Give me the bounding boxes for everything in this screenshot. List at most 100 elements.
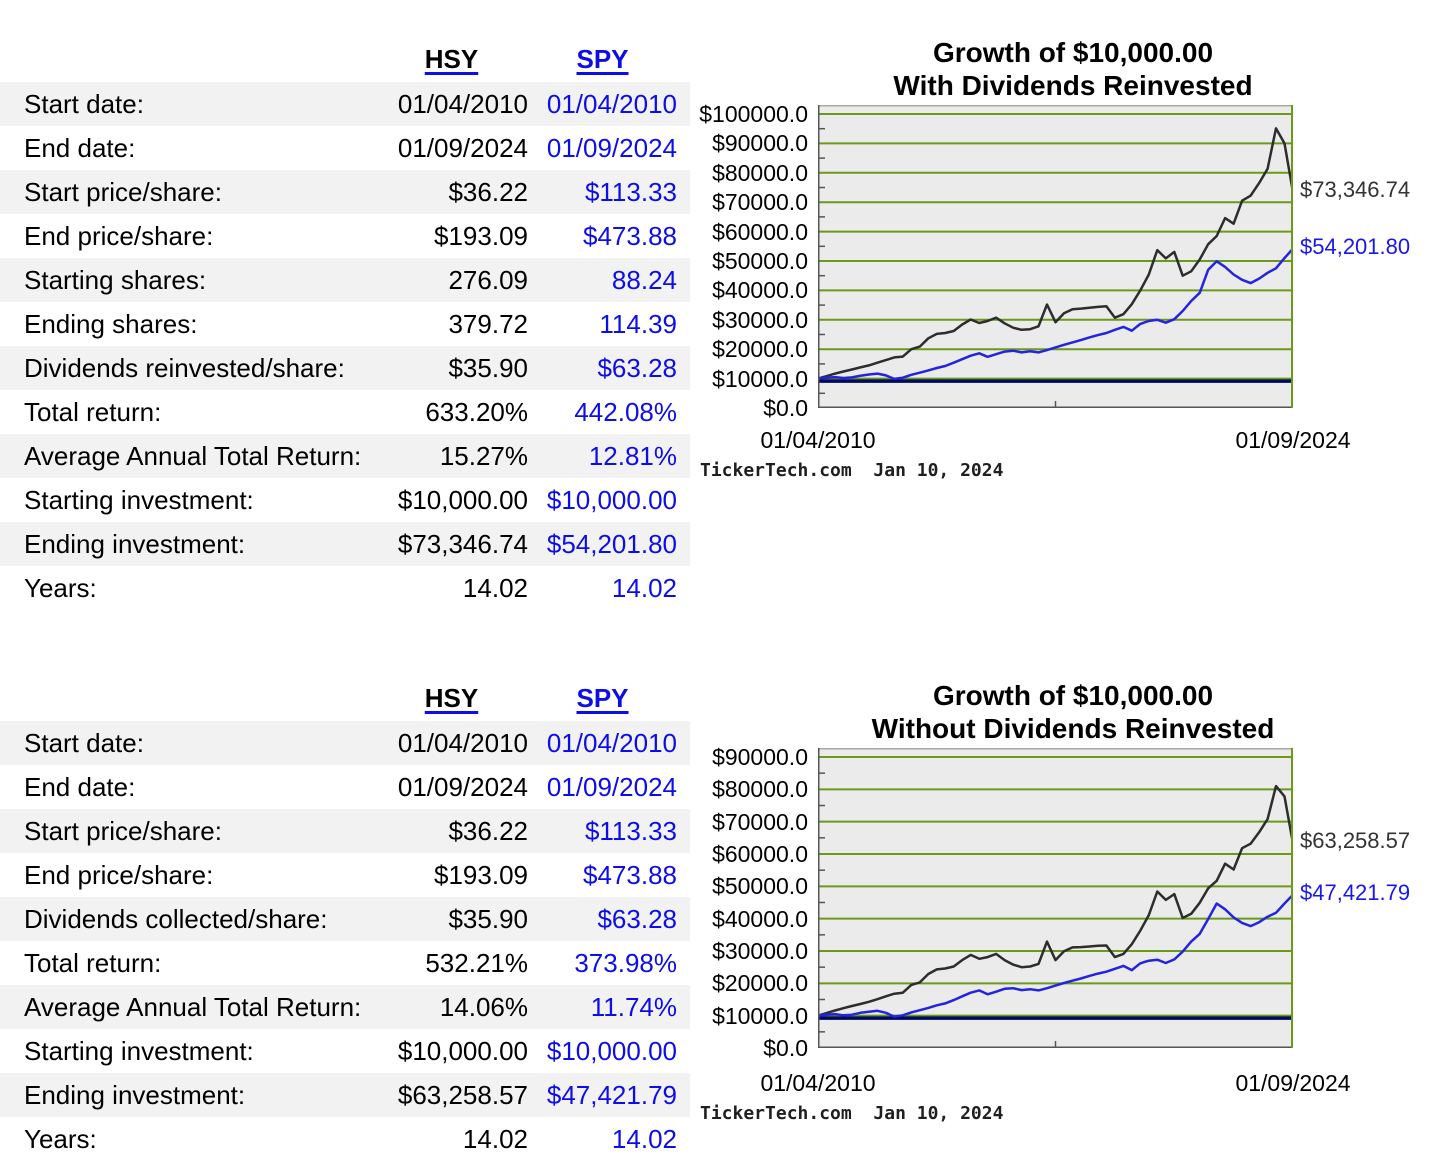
hsy-value: 14.02: [462, 573, 528, 603]
ticker-link-spy[interactable]: SPY: [576, 44, 629, 74]
spy-value: $113.33: [584, 816, 677, 846]
spy-value: $54,201.80: [546, 529, 677, 559]
growth-chart-with-dividends: Growth of $10,000.00 With Dividends Rein…: [690, 28, 1456, 498]
y-axis-tick-label: $50000.0: [712, 248, 808, 274]
table-row: Start price/share: $36.22 $113.33: [0, 170, 690, 214]
table-row: Total return: 532.21% 373.98%: [0, 941, 690, 985]
row-label: Starting investment:: [24, 485, 254, 515]
hsy-value: 379.72: [448, 309, 528, 339]
hsy-value: $10,000.00: [397, 485, 528, 515]
row-label: End price/share:: [24, 221, 214, 251]
comparison-table-with-dividends: HSY SPY Start date: 01/04/2010 01/04/2010 End…: [0, 36, 690, 610]
spy-value: 14.02: [611, 1124, 677, 1154]
y-axis-tick-label: $90000.0: [712, 744, 808, 770]
chart-title: Growth of $10,000.00: [932, 680, 1214, 711]
spy-value: 373.98%: [574, 948, 677, 978]
series-line-hsy: [818, 127, 1293, 380]
hsy-value: $36.22: [448, 816, 528, 846]
row-label: Years:: [24, 1124, 97, 1154]
row-label: Average Annual Total Return:: [24, 992, 362, 1022]
table-row: Start date: 01/04/2010 01/04/2010: [0, 721, 690, 765]
y-axis-tick-label: $20000.0: [712, 970, 808, 997]
y-axis-tick-label: $50000.0: [712, 873, 808, 900]
series-end-value-label: $54,201.80: [1300, 233, 1411, 259]
hsy-value: $10,000.00: [397, 1036, 528, 1066]
y-axis-tick-label: $0.0: [763, 395, 808, 421]
table-row: Total return: 633.20% 442.08%: [0, 390, 690, 434]
hsy-value: $193.09: [434, 221, 528, 251]
series-line-hsy: [818, 784, 1293, 1017]
row-label: Starting investment:: [24, 1036, 254, 1066]
spy-value: 01/09/2024: [546, 133, 677, 163]
table-row: End date: 01/09/2024 01/09/2024: [0, 765, 690, 809]
header-spacer: [24, 36, 375, 82]
table-row: Starting shares: 276.09 88.24: [0, 258, 690, 302]
chart-subtitle: With Dividends Reinvested: [893, 70, 1253, 101]
hsy-value: $36.22: [448, 177, 528, 207]
spy-value: 442.08%: [574, 397, 677, 427]
hsy-value: $63,258.57: [397, 1080, 528, 1110]
ticker-link-spy[interactable]: SPY: [576, 683, 629, 713]
series-end-value-label: $47,421.79: [1300, 879, 1411, 905]
spy-value: 14.02: [611, 573, 677, 603]
spy-value: 01/09/2024: [546, 772, 677, 802]
table-row: Ending shares: 379.72 114.39: [0, 302, 690, 346]
spy-value: 88.24: [611, 265, 677, 295]
hsy-value: 01/09/2024: [397, 772, 528, 802]
y-axis-tick-label: $20000.0: [712, 336, 808, 363]
y-axis-tick-label: $40000.0: [712, 277, 808, 304]
table-row: Ending investment: $63,258.57 $47,421.79: [0, 1073, 690, 1117]
y-axis-tick-label: $40000.0: [712, 905, 808, 932]
ticker-link-hsy[interactable]: HSY: [424, 683, 479, 713]
table-row: Ending investment: $73,346.74 $54,201.80: [0, 522, 690, 566]
row-label: Total return:: [24, 397, 162, 427]
plot-background: [818, 105, 1293, 408]
comparison-table-without-dividends: HSY SPY Start date: 01/04/2010 01/04/2010 End…: [0, 675, 690, 1157]
table-header-row: HSY SPY: [0, 675, 690, 721]
hsy-value: $193.09: [434, 860, 528, 890]
plot-area: [818, 105, 1293, 408]
y-axis-tick-label: $80000.0: [712, 159, 808, 186]
x-axis-label-start: 01/04/2010: [760, 1070, 876, 1096]
y-axis-tick-label: $90000.0: [712, 130, 808, 157]
hsy-value: 14.02: [462, 1124, 528, 1154]
row-label: Start price/share:: [24, 816, 222, 846]
table-header-row: HSY SPY: [0, 36, 690, 82]
table-row: Average Annual Total Return: 14.06% 11.74%: [0, 985, 690, 1029]
row-label: Start price/share:: [24, 177, 222, 207]
spy-value: $10,000.00: [546, 485, 677, 515]
row-label: End price/share:: [24, 860, 214, 890]
row-label: Starting shares:: [24, 265, 207, 295]
spy-value: 11.74%: [590, 992, 677, 1022]
y-axis-tick-label: $30000.0: [712, 306, 808, 333]
table-row: Dividends reinvested/share: $35.90 $63.28: [0, 346, 690, 390]
ticker-link-hsy[interactable]: HSY: [424, 44, 479, 74]
y-axis-tick-label: $60000.0: [712, 841, 808, 867]
row-label: Ending investment:: [24, 529, 246, 559]
plot-area: [818, 748, 1293, 1048]
spy-value: $63.28: [597, 353, 677, 383]
table-row: End price/share: $193.09 $473.88: [0, 853, 690, 897]
hsy-value: $35.90: [448, 353, 528, 383]
y-axis-tick-label: $10000.0: [712, 1002, 808, 1029]
header-spacer: [24, 675, 375, 721]
growth-chart-without-dividends: Growth of $10,000.00 Without Dividends R…: [690, 671, 1456, 1141]
hsy-value: 01/04/2010: [397, 89, 528, 119]
spy-value: 01/04/2010: [546, 728, 677, 758]
y-axis-tick-label: $100000.0: [699, 101, 808, 127]
hsy-value: 276.09: [448, 265, 528, 295]
row-label: Average Annual Total Return:: [24, 441, 362, 471]
table-row: End date: 01/09/2024 01/09/2024: [0, 126, 690, 170]
hsy-value: 01/09/2024: [397, 133, 528, 163]
table-row: Start price/share: $36.22 $113.33: [0, 809, 690, 853]
table-row: Start date: 01/04/2010 01/04/2010: [0, 82, 690, 126]
table-row: Starting investment: $10,000.00 $10,000.00: [0, 1029, 690, 1073]
y-axis-tick-label: $30000.0: [712, 938, 808, 964]
x-axis-label-end: 01/09/2024: [1235, 427, 1351, 453]
chart-footer: TickerTech.com Jan 10, 2024: [700, 1103, 1004, 1124]
row-label: Total return:: [24, 948, 162, 978]
series-line-spy: [818, 247, 1293, 381]
table-row: End price/share: $193.09 $473.88: [0, 214, 690, 258]
hsy-value: 14.06%: [439, 992, 528, 1022]
